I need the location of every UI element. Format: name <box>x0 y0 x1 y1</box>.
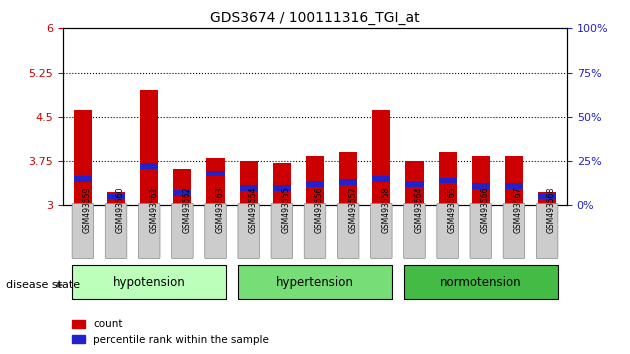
Text: GSM493557: GSM493557 <box>348 187 357 233</box>
Text: GSM493568: GSM493568 <box>547 187 556 233</box>
Title: GDS3674 / 100111316_TGI_at: GDS3674 / 100111316_TGI_at <box>210 11 420 24</box>
Bar <box>173 169 192 205</box>
Bar <box>140 164 158 169</box>
FancyBboxPatch shape <box>271 204 292 258</box>
Text: GSM493562: GSM493562 <box>182 187 192 233</box>
Bar <box>239 161 258 205</box>
Text: GSM493561: GSM493561 <box>149 187 158 233</box>
Bar <box>107 192 125 205</box>
FancyBboxPatch shape <box>370 204 392 258</box>
Text: GSM493556: GSM493556 <box>315 187 324 233</box>
Bar <box>405 181 423 187</box>
Bar <box>404 265 558 299</box>
Text: GSM493565: GSM493565 <box>448 187 457 233</box>
FancyBboxPatch shape <box>304 204 326 258</box>
Text: GSM493558: GSM493558 <box>381 187 391 233</box>
Bar <box>72 265 226 299</box>
FancyBboxPatch shape <box>404 204 425 258</box>
FancyBboxPatch shape <box>171 204 193 258</box>
FancyBboxPatch shape <box>437 204 459 258</box>
Text: disease state: disease state <box>6 280 81 290</box>
FancyBboxPatch shape <box>72 204 94 258</box>
Bar <box>273 163 291 205</box>
FancyBboxPatch shape <box>105 204 127 258</box>
Bar <box>74 110 92 205</box>
Bar <box>74 176 92 182</box>
Bar <box>339 179 357 185</box>
FancyBboxPatch shape <box>139 204 160 258</box>
Bar <box>538 194 556 199</box>
Bar <box>505 183 523 189</box>
Bar <box>140 90 158 205</box>
Text: GSM493560: GSM493560 <box>116 187 125 233</box>
Bar <box>405 161 423 205</box>
Text: hypertension: hypertension <box>276 276 354 289</box>
FancyBboxPatch shape <box>338 204 359 258</box>
Bar <box>372 176 391 182</box>
Bar <box>339 152 357 205</box>
Text: GSM493559: GSM493559 <box>83 187 92 233</box>
Bar <box>173 190 192 196</box>
Bar <box>239 185 258 190</box>
FancyBboxPatch shape <box>536 204 558 258</box>
Bar <box>472 156 490 205</box>
Bar <box>372 110 391 205</box>
Text: GSM493555: GSM493555 <box>282 187 291 233</box>
FancyBboxPatch shape <box>205 204 226 258</box>
Bar <box>505 156 523 205</box>
Bar <box>472 183 490 189</box>
Bar <box>538 192 556 205</box>
Bar <box>238 265 392 299</box>
FancyBboxPatch shape <box>238 204 260 258</box>
Bar <box>207 158 225 205</box>
Bar <box>438 152 457 205</box>
Text: GSM493563: GSM493563 <box>215 187 224 233</box>
Bar <box>273 185 291 190</box>
Bar <box>306 181 324 187</box>
Text: GSM493564: GSM493564 <box>415 187 423 233</box>
FancyBboxPatch shape <box>503 204 525 258</box>
Text: GSM493554: GSM493554 <box>249 187 258 233</box>
Bar <box>207 171 225 176</box>
FancyBboxPatch shape <box>470 204 491 258</box>
Legend: count, percentile rank within the sample: count, percentile rank within the sample <box>68 315 273 349</box>
Bar <box>306 156 324 205</box>
Text: hypotension: hypotension <box>113 276 186 289</box>
Bar <box>438 178 457 183</box>
Text: GSM493567: GSM493567 <box>514 187 523 233</box>
Bar <box>107 194 125 199</box>
Text: GSM493566: GSM493566 <box>481 187 490 233</box>
Text: normotension: normotension <box>440 276 522 289</box>
